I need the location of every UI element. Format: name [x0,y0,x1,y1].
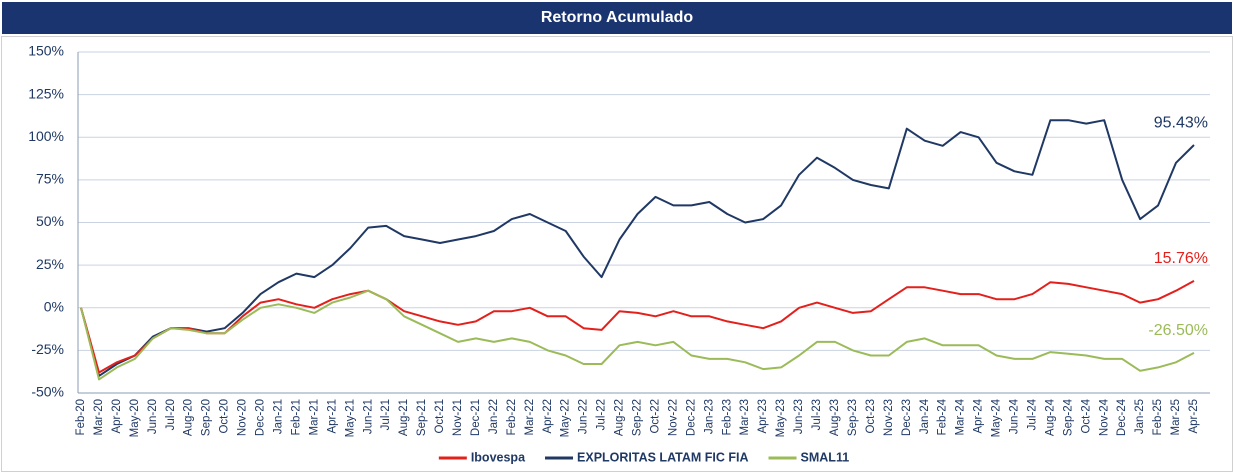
x-tick-label: Aug-22 [614,399,626,436]
x-tick-label: Apr-22 [542,399,554,434]
x-tick-label: Mar-21 [308,399,320,435]
x-tick-label: Jun-24 [1009,398,1021,434]
x-tick-label: Mar-20 [93,399,105,435]
x-tick-label: Feb-21 [290,399,302,435]
x-tick-label: Nov-23 [883,399,895,436]
x-tick-label: Oct-21 [434,399,446,434]
x-tick-label: Apr-20 [111,399,123,434]
x-tick-label: Apr-23 [757,399,769,434]
y-tick-label: 125% [28,85,64,101]
x-tick-label: Dec-23 [901,399,913,436]
x-tick-label: Nov-20 [237,399,249,436]
end-label: 15.76% [1154,250,1208,267]
legend-label: SMAL11 [801,450,850,464]
x-tick-label: Dec-20 [255,399,267,436]
x-tick-label: Apr-25 [1188,399,1200,434]
x-tick-label: Feb-20 [75,399,87,435]
x-tick-label: Jun-22 [578,399,590,434]
x-tick-label: Aug-23 [829,399,841,436]
end-label: 95.43% [1154,114,1208,131]
x-tick-label: Jul-24 [1026,398,1038,430]
x-tick-label: Dec-21 [470,399,482,436]
chart-border [1,36,1233,472]
x-tick-label: Jun-20 [147,399,159,434]
x-tick-label: Sep-23 [847,399,859,436]
x-tick-label: Jun-21 [362,399,374,434]
y-tick-label: 0% [44,298,64,314]
y-tick-label: -50% [31,384,64,400]
x-tick-label: Dec-22 [685,399,697,436]
x-tick-label: Mar-23 [739,399,751,435]
x-tick-label: Feb-25 [1152,399,1164,435]
x-tick-label: Jan-22 [488,399,500,434]
x-tick-label: May-22 [560,399,572,437]
x-tick-label: Jun-23 [793,399,805,434]
x-tick-label: Oct-20 [219,399,231,434]
legend-label: EXPLORITAS LATAM FIC FIA [577,450,749,464]
x-tick-label: Aug-21 [398,399,410,436]
x-tick-label: Nov-22 [667,399,679,436]
x-tick-label: Aug-24 [1044,398,1056,436]
x-tick-label: Mar-24 [955,398,967,435]
series-line [80,119,1195,377]
x-tick-label: Feb-22 [506,399,518,435]
series-line [80,280,1195,374]
x-tick-label: Mar-22 [524,399,536,435]
x-tick-label: Nov-21 [452,399,464,436]
x-tick-label: Jan-25 [1134,399,1146,434]
x-tick-label: Apr-24 [973,398,985,433]
y-tick-label: 150% [28,43,64,59]
title-bar [2,2,1232,34]
end-label: -26.50% [1148,322,1208,339]
x-tick-label: Feb-23 [721,399,733,435]
x-tick-label: Apr-21 [326,399,338,434]
y-tick-label: 75% [36,171,64,187]
y-tick-label: 50% [36,213,64,229]
x-tick-label: Jul-23 [811,399,823,430]
x-tick-label: Oct-24 [1080,398,1092,433]
x-tick-label: Jul-21 [380,399,392,430]
x-tick-label: Jan-21 [272,399,284,434]
x-tick-label: Mar-25 [1170,399,1182,435]
y-tick-label: 25% [36,256,64,272]
x-tick-label: Feb-24 [937,398,949,435]
x-tick-label: May-20 [129,399,141,437]
x-tick-label: Sep-20 [201,399,213,436]
x-tick-label: Sep-22 [632,399,644,436]
x-tick-label: Aug-20 [183,399,195,436]
x-tick-label: Jul-22 [596,399,608,430]
x-tick-label: Sep-24 [1062,398,1074,436]
series-line [80,289,1195,381]
x-tick-label: Dec-24 [1116,398,1128,436]
x-tick-label: Sep-21 [416,399,428,436]
x-tick-label: May-24 [991,398,1003,437]
x-tick-label: May-23 [775,399,787,437]
x-tick-label: Jul-20 [165,399,177,430]
x-tick-label: Nov-24 [1098,398,1110,436]
y-tick-label: -25% [31,341,64,357]
y-tick-label: 100% [28,128,64,144]
chart-title: Retorno Acumulado [541,9,694,26]
legend-label: Ibovespa [471,450,526,464]
x-tick-label: May-21 [344,399,356,437]
x-tick-label: Oct-22 [649,399,661,434]
x-tick-label: Oct-23 [865,399,877,434]
x-tick-label: Jan-24 [919,398,931,434]
x-tick-label: Jan-23 [703,399,715,434]
